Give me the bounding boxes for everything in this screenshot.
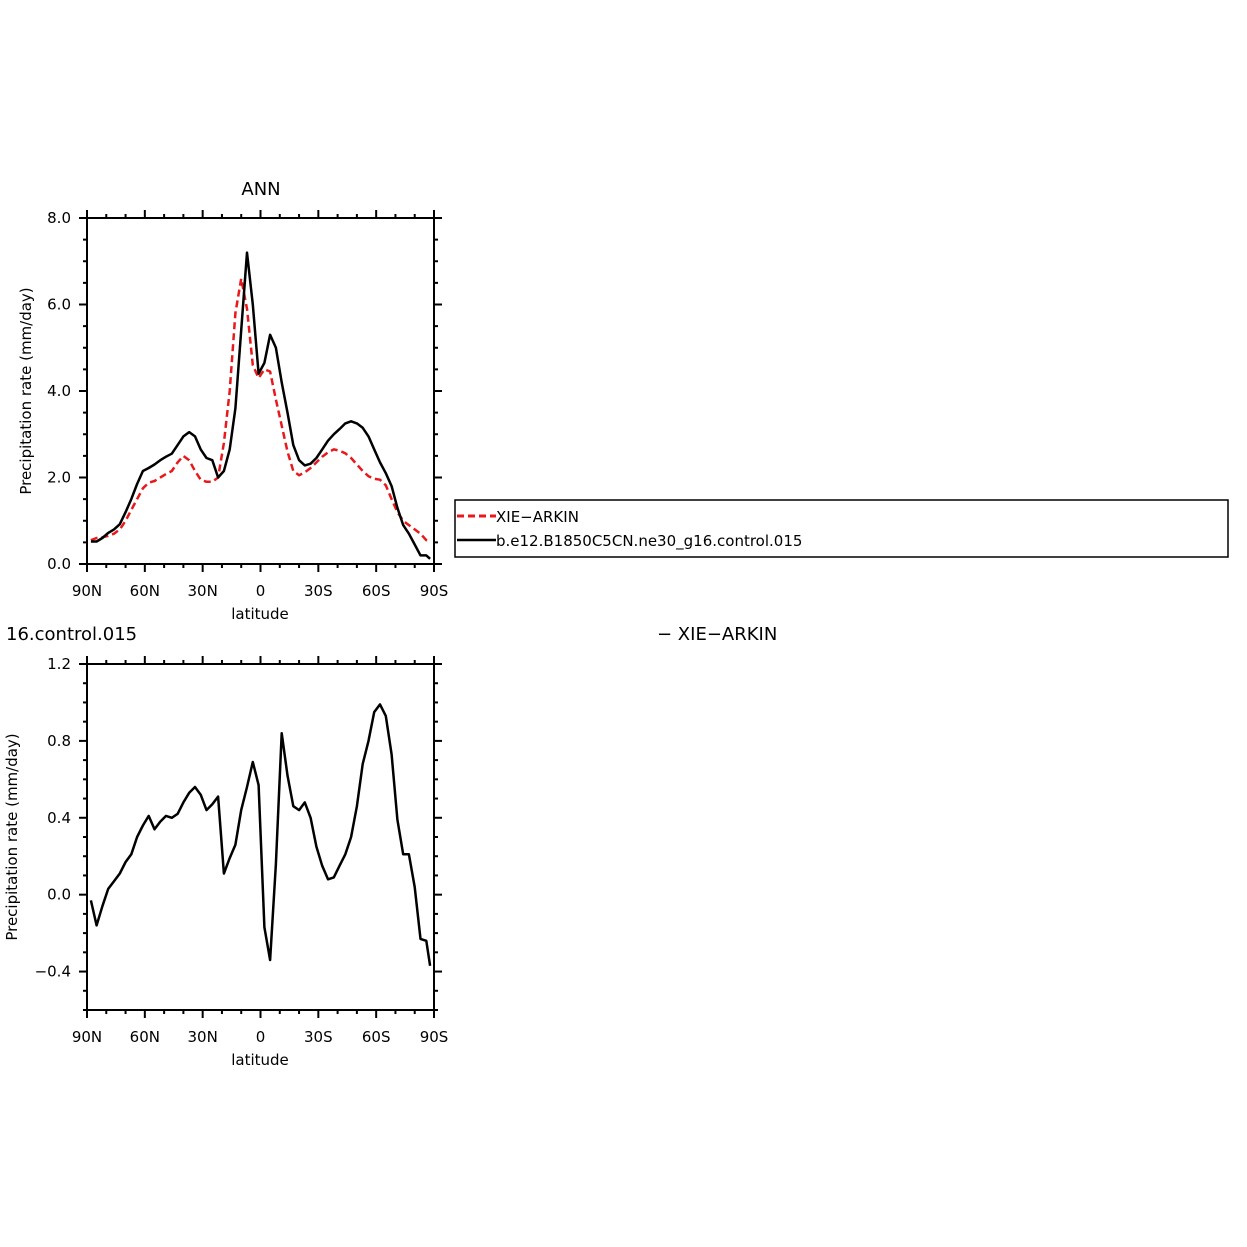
x-tick-label: 60S xyxy=(362,582,391,600)
x-tick-label: 90S xyxy=(420,582,449,600)
bottom-panel: 16.control.015 − XIE−ARKIN −0.4 0.0 0.4 0.8… xyxy=(3,624,777,1069)
y-tick-label: 0.0 xyxy=(47,555,71,573)
x-tick-label: 90S xyxy=(420,1028,449,1046)
bottom-x-axis-label: latitude xyxy=(231,1051,289,1069)
series-line-difference xyxy=(89,703,432,966)
bottom-title-right: − XIE−ARKIN xyxy=(657,624,777,645)
x-tick-label: 30S xyxy=(304,1028,333,1046)
bottom-title-left: 16.control.015 xyxy=(6,624,137,645)
bottom-y-axis-label: Precipitation rate (mm/day) xyxy=(3,733,21,940)
x-tick-label: 60N xyxy=(130,1028,160,1046)
x-tick-label: 30S xyxy=(304,582,333,600)
top-y-tick-labels: 0.0 2.0 4.0 6.0 8.0 xyxy=(47,209,71,573)
series-line-b-e12-b1850c5cn-ne30-g16-control-015 xyxy=(90,251,431,560)
legend: XIE−ARKIN b.e12.B1850C5CN.ne30_g16.contr… xyxy=(454,499,1229,558)
top-x-axis-label: latitude xyxy=(231,605,289,623)
legend-box xyxy=(454,499,1229,558)
top-chart-title: ANN xyxy=(241,179,280,200)
y-tick-label: 0.4 xyxy=(47,809,71,827)
top-panel: ANN 0.02.04.06.08.0 90N 60N 30N 0 30S 60S 90S … xyxy=(17,179,448,623)
bottom-x-tick-labels: 90N 60N 30N 0 30S 60S 90S xyxy=(72,1028,448,1046)
x-tick-label: 0 xyxy=(256,582,266,600)
x-tick-label: 30N xyxy=(188,1028,218,1046)
y-tick-label: 4.0 xyxy=(47,382,71,400)
x-tick-label: 90N xyxy=(72,1028,102,1046)
top-ticks xyxy=(79,210,442,572)
y-tick-label: 1.2 xyxy=(47,655,71,673)
y-tick-label: −0.4 xyxy=(35,963,71,981)
y-tick-label: 0.0 xyxy=(47,886,71,904)
x-tick-label: 0 xyxy=(256,1028,266,1046)
legend-label-model: b.e12.B1850C5CN.ne30_g16.control.015 xyxy=(496,532,802,551)
legend-label-xie-arkin: XIE−ARKIN xyxy=(496,508,579,526)
top-plot-frame xyxy=(86,217,435,565)
top-x-tick-labels: 90N 60N 30N 0 30S 60S 90S xyxy=(72,582,448,600)
top-y-axis-label: Precipitation rate (mm/day) xyxy=(17,287,35,494)
series-line-xie-arkin xyxy=(90,277,431,544)
y-tick-label: 6.0 xyxy=(47,296,71,314)
y-tick-label: 0.8 xyxy=(47,732,71,750)
y-tick-label: 8.0 xyxy=(47,209,71,227)
y-tick-label: 2.0 xyxy=(47,469,71,487)
x-tick-label: 30N xyxy=(188,582,218,600)
bottom-y-tick-labels: −0.4 0.0 0.4 0.8 1.2 xyxy=(35,655,71,981)
top-series-group xyxy=(90,251,431,560)
bottom-series-group xyxy=(89,703,432,966)
x-tick-label: 60S xyxy=(362,1028,391,1046)
x-tick-label: 90N xyxy=(72,582,102,600)
bottom-ticks xyxy=(79,656,442,1018)
x-tick-label: 60N xyxy=(130,582,160,600)
